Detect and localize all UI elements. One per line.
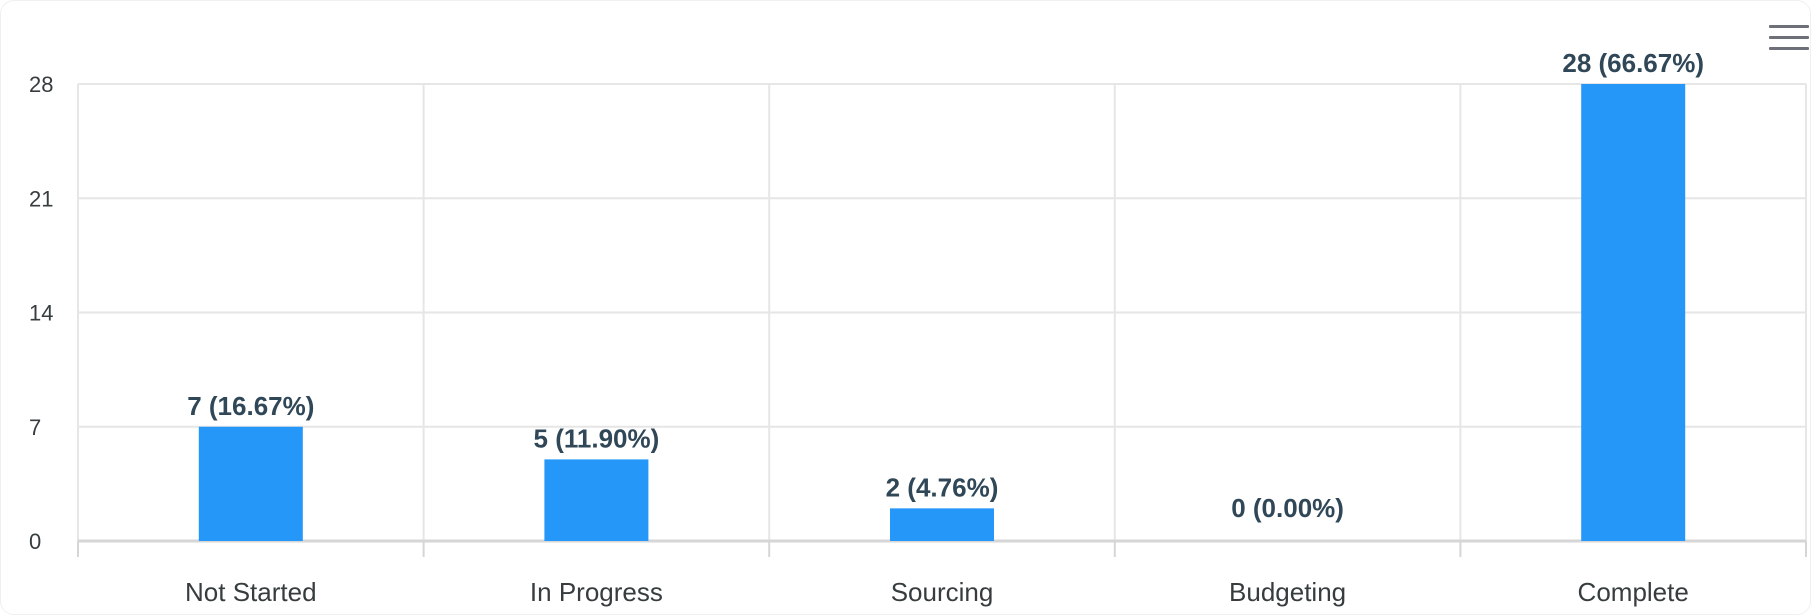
y-tick-label: 7: [29, 415, 41, 440]
y-axis: 0 7 14 21 28: [29, 72, 53, 554]
x-category-label: Sourcing: [891, 577, 994, 607]
bar: [198, 426, 303, 541]
x-category-label: Budgeting: [1229, 577, 1346, 607]
x-category-label: Not Started: [185, 577, 317, 607]
y-tick-label: 21: [29, 186, 53, 211]
data-label: 7 (16.67%): [187, 391, 314, 421]
bar: [890, 508, 994, 541]
bar: [544, 459, 649, 541]
hamburger-menu-icon[interactable]: [1769, 25, 1809, 55]
data-label: 5 (11.90%): [534, 423, 660, 453]
x-category-label: Complete: [1578, 577, 1689, 607]
data-label: 28 (66.67%): [1562, 48, 1704, 78]
x-axis: Not Started In Progress Sourcing Budgeting C…: [77, 541, 1807, 607]
y-tick-label: 28: [29, 72, 53, 97]
y-tick-label: 14: [29, 301, 53, 326]
x-category-label: In Progress: [530, 577, 663, 607]
bar: [1581, 84, 1686, 541]
bars: [198, 84, 1686, 541]
data-labels: 7 (16.67%) 5 (11.90%) 2 (4.76%) 0 (0.00%) 28…: [187, 48, 1704, 523]
y-tick-label: 0: [29, 529, 41, 554]
data-label: 0 (0.00%): [1231, 493, 1344, 523]
data-label: 2 (4.76%): [886, 472, 999, 502]
